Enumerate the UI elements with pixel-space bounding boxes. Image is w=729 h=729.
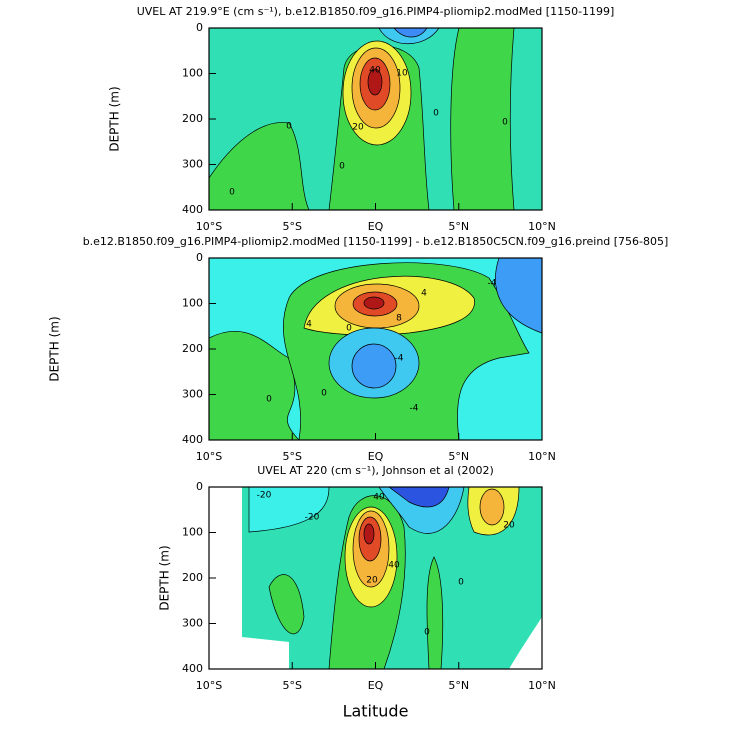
y-tick-label: 400 [182, 433, 203, 446]
contour-label: 20 [503, 521, 515, 531]
x-tick-label: EQ [368, 220, 384, 233]
x-tick-label: 10°S [196, 220, 222, 233]
contour-label: 40 [369, 66, 381, 76]
panel: UVEL AT 220 (cm s⁻¹), Johnson et al (200… [158, 464, 556, 721]
y-tick-label: 300 [182, 617, 203, 630]
panel: b.e12.B1850.f09_g16.PIMP4-pliomip2.modMe… [48, 235, 669, 463]
y-tick-label: 300 [182, 388, 203, 401]
panel-title: UVEL AT 219.9°E (cm s⁻¹), b.e12.B1850.f0… [137, 5, 615, 18]
contour-label: -20 [257, 491, 272, 501]
contour-label: 0 [266, 395, 272, 405]
contour-label: 0 [346, 324, 352, 334]
contour-label: 40 [373, 493, 385, 503]
contour-label: 4 [306, 320, 312, 330]
y-tick-label: 100 [182, 297, 203, 310]
contour-label: 8 [396, 314, 402, 324]
contour-label: 0 [321, 389, 327, 399]
x-tick-label: 5°N [448, 220, 469, 233]
y-tick-label: 400 [182, 662, 203, 675]
contour-label: -20 [305, 513, 320, 523]
contour-label: 40 [388, 561, 400, 571]
contour-label: 0 [433, 109, 439, 119]
contour-field [209, 28, 542, 210]
x-tick-label: 5°S [283, 679, 302, 692]
contour-label: 0 [286, 122, 292, 132]
y-tick-label: 0 [196, 21, 203, 34]
contour-label: 0 [502, 118, 508, 128]
x-tick-label: EQ [368, 450, 384, 463]
y-tick-label: 0 [196, 251, 203, 264]
x-tick-label: EQ [368, 679, 384, 692]
contour-label: 0 [424, 628, 430, 638]
panel-title: UVEL AT 220 (cm s⁻¹), Johnson et al (200… [257, 464, 494, 477]
y-tick-label: 300 [182, 158, 203, 171]
contour-label: -4 [395, 354, 404, 364]
x-tick-label: 5°N [448, 450, 469, 463]
contour-field [209, 258, 542, 440]
x-tick-label: 10°N [528, 220, 556, 233]
panel-title: b.e12.B1850.f09_g16.PIMP4-pliomip2.modMe… [83, 235, 669, 248]
x-tick-label: 10°S [196, 679, 222, 692]
y-tick-label: 200 [182, 342, 203, 355]
x-tick-label: 5°S [283, 220, 302, 233]
x-tick-label: 5°S [283, 450, 302, 463]
x-tick-label: 10°S [196, 450, 222, 463]
y-axis-label: DEPTH (m) [108, 86, 122, 151]
contour-label: 0 [339, 162, 345, 172]
x-axis-label: Latitude [343, 702, 409, 721]
y-tick-label: 100 [182, 526, 203, 539]
panel: UVEL AT 219.9°E (cm s⁻¹), b.e12.B1850.f0… [108, 5, 615, 233]
contour-label: -4 [488, 279, 497, 289]
y-tick-label: 100 [182, 67, 203, 80]
x-tick-label: 10°N [528, 679, 556, 692]
contour-label: -4 [410, 404, 419, 414]
contour-label: 0 [229, 188, 235, 198]
y-tick-label: 200 [182, 112, 203, 125]
x-tick-label: 5°N [448, 679, 469, 692]
y-tick-label: 400 [182, 203, 203, 216]
contour-field [209, 487, 542, 669]
contour-label: 20 [352, 123, 364, 133]
y-axis-label: DEPTH (m) [158, 545, 172, 610]
y-tick-label: 200 [182, 571, 203, 584]
y-tick-label: 0 [196, 480, 203, 493]
contour-label: 0 [458, 578, 464, 588]
contour-label: 10 [396, 69, 408, 79]
y-axis-label: DEPTH (m) [48, 316, 62, 381]
x-tick-label: 10°N [528, 450, 556, 463]
contour-label: 4 [421, 289, 427, 299]
contour-label: 20 [366, 576, 378, 586]
